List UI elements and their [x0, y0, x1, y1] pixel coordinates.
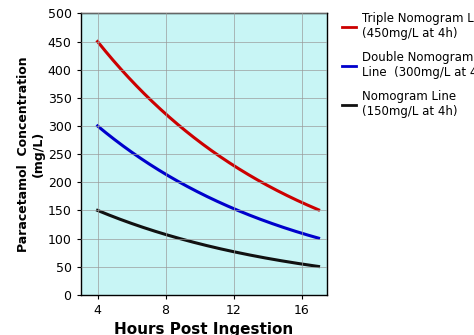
Double Nomogram
Line  (300mg/L at 4h) [255, 216, 261, 220]
Double Nomogram
Line  (300mg/L at 4h) [121, 145, 127, 149]
Nomogram Line
(150mg/L at 4h) [254, 254, 260, 258]
Triple Nomogram Line
(450mg/L at 4h) [254, 178, 260, 182]
Double Nomogram
Line  (300mg/L at 4h) [254, 216, 260, 220]
Nomogram Line
(150mg/L at 4h) [255, 255, 261, 259]
Triple Nomogram Line
(450mg/L at 4h) [316, 208, 321, 212]
Legend: Triple Nomogram Line
(450mg/L at 4h), Double Nomogram
Line  (300mg/L at 4h), Nom: Triple Nomogram Line (450mg/L at 4h), Do… [337, 8, 474, 123]
Y-axis label: Paracetamol  Concentration
(mg/L): Paracetamol Concentration (mg/L) [17, 56, 45, 252]
Triple Nomogram Line
(450mg/L at 4h) [167, 115, 173, 119]
X-axis label: Hours Post Ingestion: Hours Post Ingestion [114, 322, 293, 335]
Nomogram Line
(150mg/L at 4h) [234, 250, 239, 254]
Nomogram Line
(150mg/L at 4h) [121, 219, 127, 223]
Double Nomogram
Line  (300mg/L at 4h) [95, 124, 100, 128]
Nomogram Line
(150mg/L at 4h) [167, 233, 173, 238]
Triple Nomogram Line
(450mg/L at 4h) [234, 165, 239, 170]
Double Nomogram
Line  (300mg/L at 4h) [234, 208, 239, 212]
Double Nomogram
Line  (300mg/L at 4h) [167, 175, 173, 179]
Line: Double Nomogram
Line  (300mg/L at 4h): Double Nomogram Line (300mg/L at 4h) [98, 126, 319, 238]
Line: Triple Nomogram Line
(450mg/L at 4h): Triple Nomogram Line (450mg/L at 4h) [98, 42, 319, 210]
Double Nomogram
Line  (300mg/L at 4h) [316, 236, 321, 240]
Triple Nomogram Line
(450mg/L at 4h) [182, 128, 188, 132]
Nomogram Line
(150mg/L at 4h) [182, 238, 188, 242]
Triple Nomogram Line
(450mg/L at 4h) [121, 71, 127, 75]
Triple Nomogram Line
(450mg/L at 4h) [255, 178, 261, 182]
Line: Nomogram Line
(150mg/L at 4h): Nomogram Line (150mg/L at 4h) [98, 210, 319, 266]
Nomogram Line
(150mg/L at 4h) [95, 208, 100, 212]
Double Nomogram
Line  (300mg/L at 4h) [182, 183, 188, 187]
Nomogram Line
(150mg/L at 4h) [316, 264, 321, 268]
Triple Nomogram Line
(450mg/L at 4h) [95, 40, 100, 44]
